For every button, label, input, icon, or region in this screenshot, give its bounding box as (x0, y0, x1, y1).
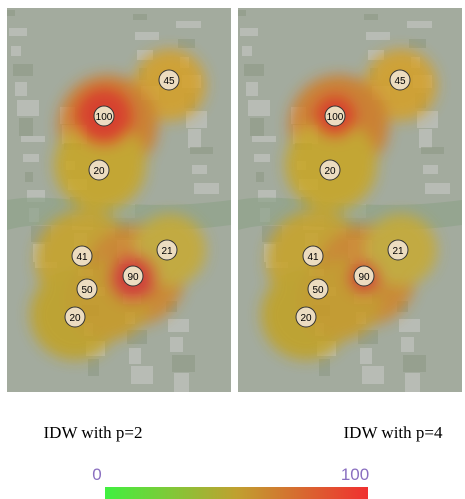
map-building (194, 183, 219, 194)
map-building (256, 172, 264, 182)
map-building (11, 46, 21, 56)
map-building (403, 355, 426, 372)
map-building (176, 21, 201, 28)
sample-label: 50 (312, 285, 324, 296)
map-building (254, 154, 270, 162)
map-building (240, 28, 258, 36)
map-building (425, 183, 450, 194)
sample-label: 21 (392, 246, 404, 257)
map-building (7, 10, 15, 16)
caption: IDW with p=2 (44, 423, 143, 442)
sample-label: 20 (300, 313, 312, 324)
map-building (405, 373, 420, 392)
map-building (421, 147, 444, 154)
map-building (360, 348, 372, 364)
map-building (364, 14, 378, 20)
map-building (419, 129, 432, 148)
map-building (172, 355, 195, 372)
map-building (407, 21, 432, 28)
map-building (129, 348, 141, 364)
map-building (399, 319, 420, 332)
map-building (192, 165, 207, 174)
map-building (409, 39, 426, 48)
map-building (242, 46, 252, 56)
map-building (178, 39, 195, 48)
map-building (423, 165, 438, 174)
map-building (21, 136, 45, 142)
map-building (88, 359, 99, 376)
map-building (252, 136, 276, 142)
map-building (23, 154, 39, 162)
map-panel: 45 100 20 41 90 21 50 20 (238, 8, 462, 392)
map-building (135, 32, 159, 40)
sample-label: 20 (324, 166, 336, 177)
map-building (319, 359, 330, 376)
map-building (362, 366, 384, 384)
map-building (15, 82, 27, 96)
map-building (244, 64, 264, 76)
sample-label: 100 (96, 112, 113, 123)
map-building (168, 319, 189, 332)
map-building (17, 100, 39, 116)
colorbar-min: 0 (92, 465, 101, 484)
map-building (13, 64, 33, 76)
map-building (366, 32, 390, 40)
map-building (131, 366, 153, 384)
map-building (401, 337, 414, 352)
sample-label: 20 (93, 166, 105, 177)
colorbar (105, 487, 368, 499)
map-building (25, 172, 33, 182)
sample-label: 90 (358, 272, 370, 283)
sample-label: 21 (161, 246, 173, 257)
sample-label: 45 (394, 76, 406, 87)
sample-label: 100 (327, 112, 344, 123)
sample-label: 50 (81, 285, 93, 296)
sample-label: 20 (69, 313, 81, 324)
caption: IDW with p=4 (344, 423, 443, 442)
sample-label: 45 (163, 76, 175, 87)
map-building (9, 28, 27, 36)
colorbar-max: 100 (341, 465, 369, 484)
map-panel: 45 100 20 41 90 21 50 20 (7, 8, 231, 392)
map-building (246, 82, 258, 96)
map-building (133, 14, 147, 20)
map-building (174, 373, 189, 392)
sample-label: 41 (307, 252, 319, 263)
map-building (170, 337, 183, 352)
map-building (188, 129, 201, 148)
figure: 45 100 20 41 90 21 50 20 45 100 20 41 90 21 50 20 IDW w… (0, 0, 465, 499)
sample-label: 90 (127, 272, 139, 283)
map-building (19, 118, 33, 136)
sample-label: 41 (76, 252, 88, 263)
map-building (248, 100, 270, 116)
map-building (238, 10, 246, 16)
map-building (190, 147, 213, 154)
map-building (250, 118, 264, 136)
